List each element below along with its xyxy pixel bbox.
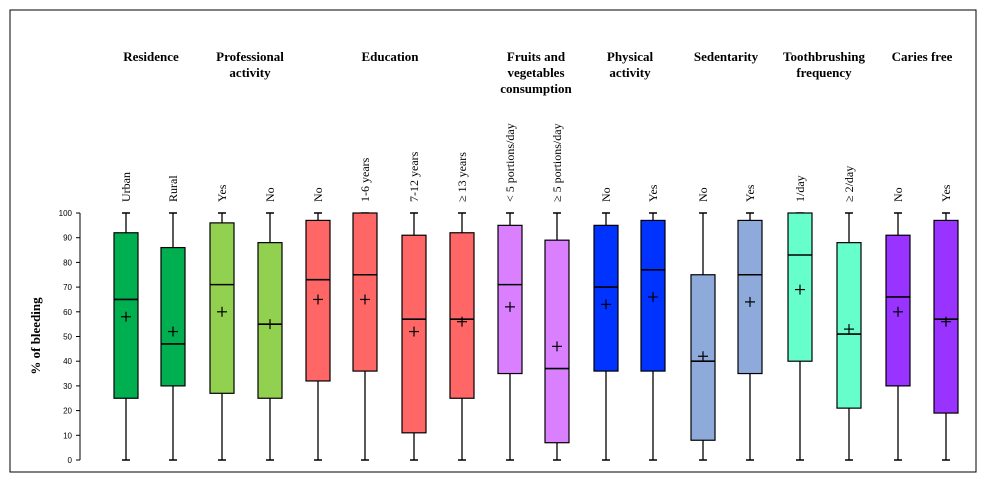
group-title: frequency [796,65,852,80]
box-4: No [257,187,283,461]
category-label: No [263,187,277,202]
box-13: No [690,187,716,461]
chart-border [9,9,977,473]
box-3: Yes [209,184,235,461]
group-title: activity [609,65,651,80]
box-6: 1-6 years [352,157,378,461]
category-label: < 5 portions/day [503,123,517,202]
category-label: ≥ 5 portions/day [550,123,564,202]
group-title: Toothbrushing [783,49,865,64]
category-label: No [311,187,325,202]
category-label: 7-12 years [407,151,421,202]
y-tick-label: 20 [63,407,72,416]
box-5: No [305,187,331,461]
iqr-box [160,246,186,387]
y-tick-label: 40 [63,357,72,366]
iqr-box [352,212,378,372]
iqr-box [449,232,475,399]
box-15: 1/day [787,175,813,461]
box-8: ≥ 13 years [449,152,475,461]
iqr-box [933,219,959,414]
category-label: Yes [743,184,757,202]
category-label: 1-6 years [358,157,372,202]
boxes: Urban Rural Yes No No 1-6 years 7-12 years ≥ 13… [113,123,959,461]
box-14: Yes [737,184,763,461]
category-label: No [696,187,710,202]
y-tick-label: 100 [59,209,73,218]
category-label: ≥ 2/day [842,166,856,202]
box-10: ≥ 5 portions/day [544,123,570,461]
y-axis-title: % of bleeding [28,297,43,375]
box-11: No [593,187,619,461]
iqr-box [209,222,235,394]
y-tick-label: 50 [63,333,72,342]
y-tick-label: 70 [63,283,72,292]
category-label: No [599,187,613,202]
group-title: Caries free [892,49,953,64]
category-label: Yes [215,184,229,202]
category-label: Rural [166,175,180,202]
y-tick-label: 30 [63,382,72,391]
group-title: Professional [216,49,284,64]
category-label: Urban [119,172,133,202]
category-label: Yes [939,184,953,202]
box-17: No [885,187,911,461]
category-label: No [891,187,905,202]
group-title: Fruits and [507,49,566,64]
y-tick-label: 0 [68,456,73,465]
box-7: 7-12 years [401,151,427,461]
iqr-box [593,224,619,372]
iqr-box [497,224,523,375]
group-title: Physical [607,49,654,64]
y-tick-label: 90 [63,234,72,243]
box-18: Yes [933,184,959,461]
category-label: 1/day [793,175,807,202]
box-1: Urban [113,172,139,461]
y-tick-label: 80 [63,258,72,267]
category-label: ≥ 13 years [455,152,469,202]
group-title: Education [361,49,419,64]
y-tick-label: 60 [63,308,72,317]
box-12: Yes [640,184,666,461]
group-title: consumption [500,81,572,96]
y-tick-label: 10 [63,431,72,440]
group-title: Residence [123,49,179,64]
group-title: Sedentarity [694,49,759,64]
group-title: activity [229,65,271,80]
box-16: ≥ 2/day [836,166,862,461]
category-label: Yes [646,184,660,202]
group-title: vegetables [507,65,564,80]
box-9: < 5 portions/day [497,123,523,461]
y-ticks: 0 10 20 30 40 50 60 70 80 90 100 [59,209,80,465]
box-2: Rural [160,175,186,461]
